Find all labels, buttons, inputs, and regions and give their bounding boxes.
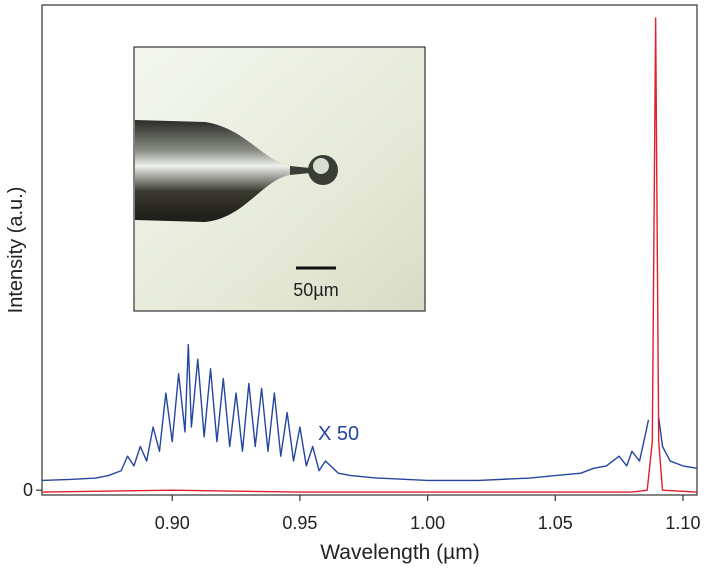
x-axis-title: Wavelength (µm) xyxy=(320,541,480,564)
series-line xyxy=(41,17,698,493)
y-axis-title: Intensity (a.u.) xyxy=(5,187,27,314)
plot-frame xyxy=(41,4,698,496)
x-tick-label: 1.05 xyxy=(538,513,573,533)
annotation: X 50 xyxy=(318,423,359,445)
series-line xyxy=(41,343,698,482)
x-tick-label: 0.90 xyxy=(155,513,190,533)
x-tick-label: 0.95 xyxy=(282,513,317,533)
y-tick-label: 0 xyxy=(23,480,33,500)
x-tick-label: 1.00 xyxy=(410,513,445,533)
inset-scale-label: 50µm xyxy=(293,280,338,300)
inset-photo: 50µm xyxy=(133,46,426,312)
x-tick-label: 1.10 xyxy=(665,513,700,533)
